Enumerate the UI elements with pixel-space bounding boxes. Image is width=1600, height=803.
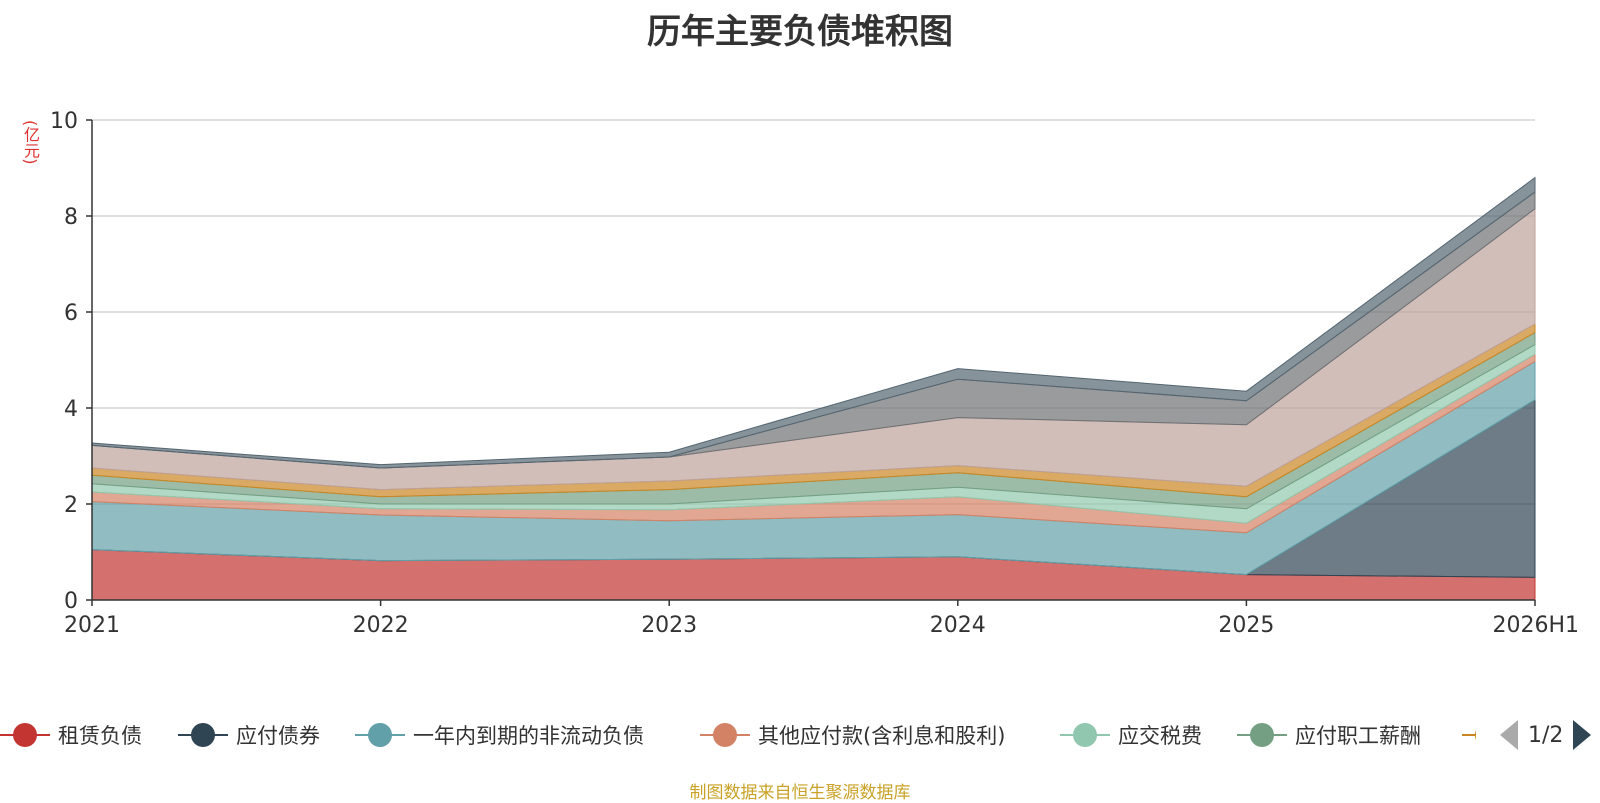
legend: 租赁负债 应付债券 一年内到期的非流动负债 其他应付款(含利息和股利) 应交税费 应付职工… <box>0 718 1600 752</box>
x-tick-label: 2023 <box>641 613 697 638</box>
legend-label: 应付职工薪酬 <box>1295 724 1421 748</box>
legend-label: 应付债券 <box>236 724 320 748</box>
y-tick-label: 4 <box>64 397 78 422</box>
x-tick-label: 2025 <box>1218 613 1274 638</box>
legend-label: 应交税费 <box>1118 724 1202 748</box>
legend-item[interactable]: 应交税费 <box>1060 718 1202 752</box>
data-source-note: 制图数据来自恒生聚源数据库 <box>689 783 911 803</box>
legend-label: 一年内到期的非流动负债 <box>413 724 644 748</box>
legend-marker-icon <box>178 718 228 752</box>
x-tick-label: 2022 <box>353 613 409 638</box>
area-series-9[interactable] <box>91 176 1536 469</box>
legend-marker-icon <box>355 718 405 752</box>
legend-prev-arrow-icon[interactable] <box>1500 720 1518 750</box>
axes: 0 2 4 6 8 10 2021 2022 2023 2024 2025 2026H1 <box>50 109 1579 638</box>
legend-item[interactable]: 其他应付款(含利息和股利) <box>700 718 1005 752</box>
stacked-area-chart: 0 2 4 6 8 10 2021 2022 2023 2024 2025 2026H1 <box>50 109 1579 638</box>
legend-page-indicator: 1/2 <box>1528 722 1564 748</box>
legend-item[interactable]: 一年内到期的非流动负债 <box>355 718 644 752</box>
legend-pager: 1/2 <box>1500 718 1592 752</box>
legend-marker-icon <box>1237 718 1287 752</box>
y-tick-label: 8 <box>64 205 78 230</box>
area-series <box>91 176 1536 601</box>
chart-title: 历年主要负债堆积图 <box>647 12 953 52</box>
legend-label: 租赁负债 <box>58 724 142 748</box>
y-tick-label: 6 <box>64 301 78 326</box>
legend-label: 其他应付款(含利息和股利) <box>758 724 1006 748</box>
x-tick-label: 2021 <box>64 613 120 638</box>
y-tick-label: 0 <box>64 589 78 614</box>
legend-next-arrow-icon[interactable] <box>1573 720 1592 750</box>
legend-marker-icon <box>0 718 50 752</box>
y-tick-label: 2 <box>64 493 78 518</box>
y-unit-label: (亿元) <box>21 120 40 165</box>
legend-marker-icon <box>1060 718 1110 752</box>
x-tick-label: 2024 <box>930 613 986 638</box>
y-tick-label: 10 <box>50 109 78 134</box>
legend-item[interactable]: 租赁负债 <box>0 718 142 752</box>
legend-item[interactable]: 应付职工薪酬 <box>1237 718 1421 752</box>
x-tick-label: 2026H1 <box>1492 613 1579 638</box>
legend-marker-icon <box>700 718 750 752</box>
legend-marker-icon <box>1462 718 1476 752</box>
legend-item[interactable]: 应付债券 <box>178 718 320 752</box>
